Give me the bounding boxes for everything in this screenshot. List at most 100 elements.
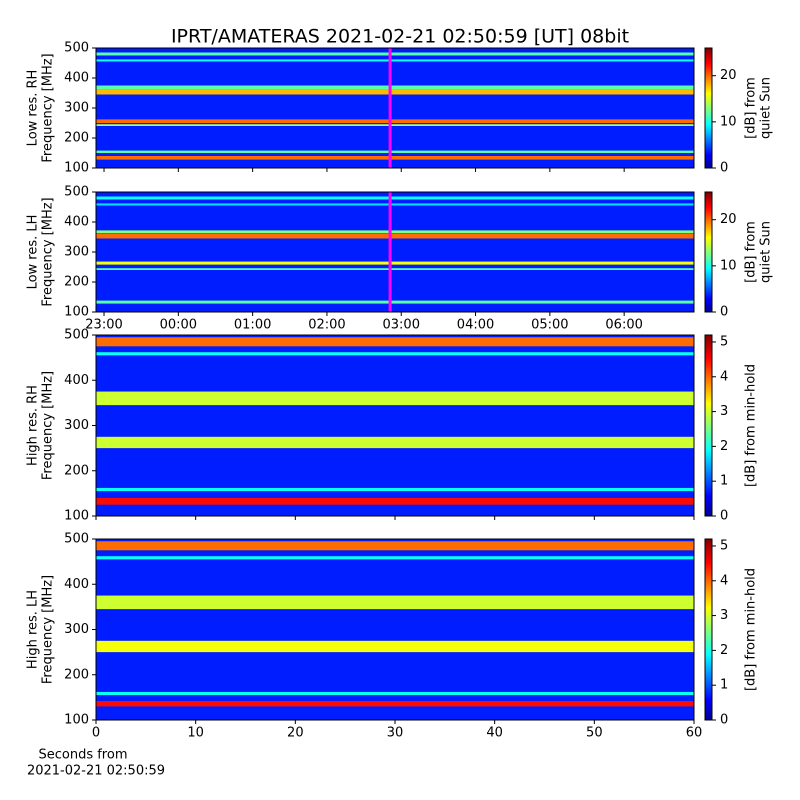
x-tick-label: 50 <box>586 726 603 741</box>
y-tick-label: 200 <box>64 463 89 478</box>
colorbar-label: quiet Sun <box>759 77 774 139</box>
colorbar-tick-label: 0 <box>720 509 728 524</box>
x-axis-label: Seconds from <box>38 748 127 763</box>
y-tick-label: 500 <box>64 532 89 547</box>
colorbar <box>704 191 713 313</box>
heatmap-band <box>96 230 694 234</box>
heatmap-band <box>96 52 694 56</box>
x-tick-label: 01:00 <box>234 318 271 333</box>
colorbar-label: [dB] from <box>744 221 759 283</box>
y-tick-label: 100 <box>64 713 89 728</box>
heatmap-background <box>96 48 694 168</box>
y-tick-label: 100 <box>64 161 89 176</box>
colorbar-tick-label: 3 <box>720 404 728 419</box>
y-tick-label: 100 <box>64 305 89 320</box>
heatmap-band <box>96 352 694 356</box>
colorbar-label: quiet Sun <box>759 221 774 283</box>
heatmap-band <box>96 556 694 560</box>
heatmap-band <box>96 300 694 304</box>
y-axis-label: Frequency [MHz] <box>41 197 56 306</box>
colorbar-tick-label: 1 <box>720 474 728 489</box>
y-axis-label: Frequency [MHz] <box>41 575 56 684</box>
colorbar-tick-label: 0 <box>720 161 728 176</box>
heatmap-background <box>96 335 694 516</box>
chart-title: IPRT/AMATERAS 2021-02-21 02:50:59 [UT] 0… <box>171 26 629 48</box>
colorbar-tick-label: 4 <box>720 369 728 384</box>
heatmap-band <box>96 203 694 206</box>
heatmap-band <box>96 391 694 406</box>
y-axis-label: Low res. LH <box>26 215 41 290</box>
x-tick-label: 00:00 <box>160 318 197 333</box>
colorbar-tick-label: 10 <box>720 114 737 129</box>
y-tick-label: 500 <box>64 41 89 56</box>
colorbar-tick-label: 5 <box>720 538 728 553</box>
x-tick-label: 60 <box>686 726 703 741</box>
colorbar <box>704 47 713 169</box>
y-axis-label: Frequency [MHz] <box>41 53 56 162</box>
heatmap-band <box>96 497 694 505</box>
heatmap-band <box>96 196 694 200</box>
heatmap-band <box>96 640 694 653</box>
colorbar-label: [dB] from <box>744 77 759 139</box>
y-tick-label: 300 <box>64 245 89 260</box>
y-tick-label: 500 <box>64 328 89 343</box>
x-tick-label: 06:00 <box>605 318 642 333</box>
colorbar-tick-label: 4 <box>720 573 728 588</box>
y-tick-label: 100 <box>64 509 89 524</box>
heatmap-band <box>96 89 694 95</box>
colorbar-tick-label: 1 <box>720 678 728 693</box>
colorbar-tick-label: 20 <box>720 212 737 227</box>
heatmap-band <box>96 150 694 153</box>
heatmap-band <box>96 268 694 270</box>
x-tick-label: 05:00 <box>531 318 568 333</box>
heatmap-band <box>96 261 694 265</box>
y-tick-label: 500 <box>64 185 89 200</box>
y-tick-label: 400 <box>64 215 89 230</box>
y-axis-label: High res. LH <box>26 590 41 669</box>
x-tick-label: 02:00 <box>308 318 345 333</box>
colorbar-tick-label: 10 <box>720 258 737 273</box>
y-tick-label: 200 <box>64 667 89 682</box>
heatmap-band <box>96 541 694 551</box>
y-tick-label: 300 <box>64 418 89 433</box>
x-tick-label: 03:00 <box>383 318 420 333</box>
x-tick-label: 23:00 <box>85 318 122 333</box>
heatmap-band <box>96 337 694 347</box>
y-tick-label: 200 <box>64 275 89 290</box>
heatmap-background <box>96 539 694 720</box>
heatmap-band <box>96 85 694 90</box>
x-tick-label: 40 <box>486 726 503 741</box>
x-tick-label: 30 <box>387 726 404 741</box>
y-axis-label: Frequency [MHz] <box>41 371 56 480</box>
colorbar <box>704 334 713 517</box>
y-tick-label: 400 <box>64 71 89 86</box>
heatmap-band <box>96 234 694 239</box>
colorbar-tick-label: 3 <box>720 608 728 623</box>
y-axis-label: High res. RH <box>26 385 41 466</box>
heatmap-band <box>96 691 694 696</box>
heatmap-band <box>96 700 694 707</box>
colorbar-tick-label: 2 <box>720 439 728 454</box>
y-tick-label: 400 <box>64 373 89 388</box>
heatmap-band <box>96 124 694 126</box>
colorbar-label: [dB] from min-hold <box>744 568 759 691</box>
x-tick-label: 20 <box>287 726 304 741</box>
heatmap-band <box>96 119 694 123</box>
colorbar-tick-label: 5 <box>720 334 728 349</box>
y-tick-label: 300 <box>64 622 89 637</box>
y-axis-label: Low res. RH <box>26 70 41 147</box>
heatmap-band <box>96 156 694 160</box>
y-tick-label: 200 <box>64 131 89 146</box>
x-tick-label: 04:00 <box>457 318 494 333</box>
x-axis-label: 2021-02-21 02:50:59 <box>27 764 165 779</box>
heatmap-band <box>96 436 694 449</box>
x-tick-label: 0 <box>92 726 100 741</box>
heatmap-background <box>96 192 694 312</box>
colorbar-tick-label: 0 <box>720 713 728 728</box>
y-tick-label: 400 <box>64 577 89 592</box>
heatmap-band <box>96 487 694 492</box>
colorbar-tick-label: 20 <box>720 68 737 83</box>
heatmap-band <box>96 59 694 62</box>
colorbar <box>704 538 713 721</box>
